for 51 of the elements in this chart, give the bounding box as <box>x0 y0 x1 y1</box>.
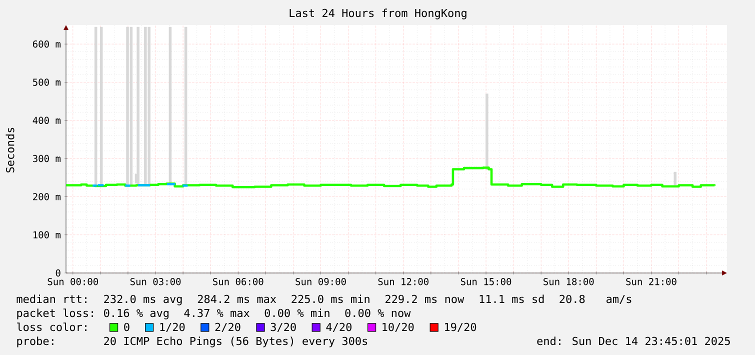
y-tick-label: 600 m <box>32 40 61 48</box>
bar <box>184 26 188 186</box>
y-axis-title: Seconds <box>6 128 14 172</box>
legend-label: 1/20 <box>160 322 185 332</box>
y-tick-label: 400 m <box>32 116 61 124</box>
bar <box>136 26 140 186</box>
y-tick-label: 200 m <box>33 193 61 200</box>
text: 0.00 % min <box>264 308 330 318</box>
x-tick-label: Sun 15:00 <box>460 278 512 286</box>
bar <box>126 26 129 186</box>
bar <box>94 26 98 186</box>
text: 20.8 <box>560 294 585 304</box>
x-tick-label: Sun 00:00 <box>48 278 98 286</box>
x-tick-label: Sun 21:00 <box>626 278 676 286</box>
legend-label: 4/20 <box>326 322 352 332</box>
x-tick-label: Sun 18:00 <box>544 278 594 286</box>
bar <box>674 172 677 186</box>
legend-label: 19/20 <box>445 322 476 332</box>
legend-label: 0 <box>124 322 130 332</box>
text: probe: <box>17 336 54 348</box>
y-tick-label: 0 <box>56 269 60 277</box>
x-tick-label: Sun 03:00 <box>130 278 181 286</box>
x-tick-label: Sun 12:00 <box>378 278 428 286</box>
text: median rtt: <box>16 294 86 304</box>
text: 0.00 % now <box>345 308 411 318</box>
bar <box>100 26 103 186</box>
y-tick-label: 300 m <box>33 154 61 162</box>
text: 225.0 ms min <box>292 294 370 304</box>
text: 229.2 ms now <box>386 294 464 304</box>
bar <box>130 26 133 186</box>
legend-label: 10/20 <box>382 322 414 332</box>
legend-label: 3/20 <box>270 322 296 332</box>
y-tick-label: 100 m <box>34 231 61 238</box>
x-tick-label: Sun 06:00 <box>213 278 264 286</box>
text: packet loss: <box>17 308 94 320</box>
chart-title: Last 24 Hours from HongKong <box>290 8 466 20</box>
text: am/s <box>606 294 632 304</box>
bar <box>486 94 488 170</box>
bar <box>148 26 150 186</box>
text: 11.1 ms sd <box>480 294 544 304</box>
text: 4.37 % max <box>184 308 250 318</box>
x-tick-label: Sun 09:00 <box>296 278 346 286</box>
text: end: Sun Dec 14 23:45:01 2025 <box>537 336 730 346</box>
legend-label: 2/20 <box>215 322 240 332</box>
text: 0.16 % avg <box>104 308 169 320</box>
text: 232.0 ms avg <box>104 294 182 306</box>
legend-title: loss color: <box>17 322 86 332</box>
bar <box>144 26 147 186</box>
text: 20 ICMP Echo Pings (56 Bytes) every 300s <box>104 336 368 348</box>
text: 284.2 ms max <box>198 294 276 304</box>
y-tick-label: 500 m <box>33 78 61 86</box>
